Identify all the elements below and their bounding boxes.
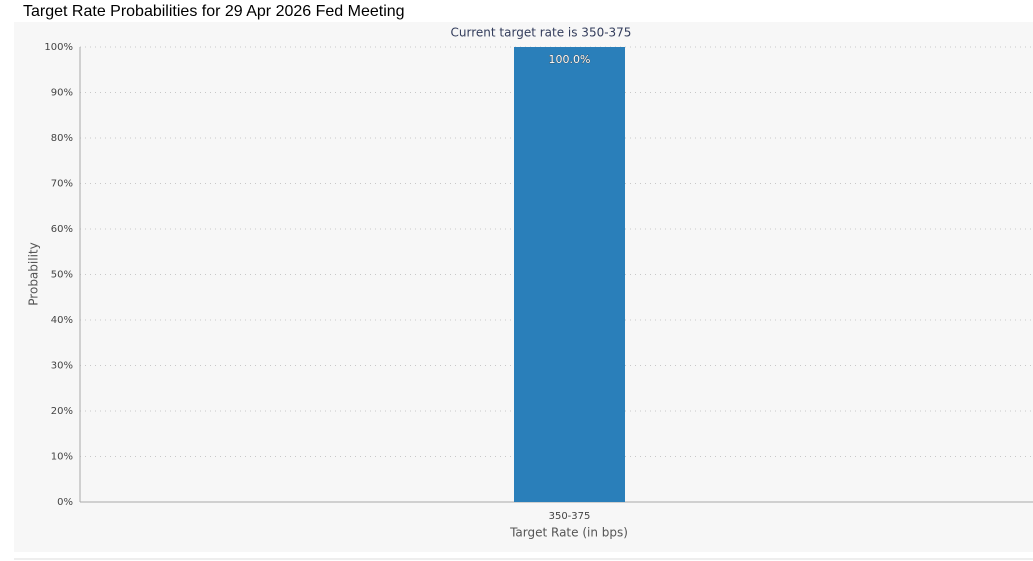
y-tick-label: 30% (51, 361, 73, 372)
y-tick-label: 20% (51, 406, 73, 417)
y-tick-label: 40% (51, 315, 73, 326)
y-tick-label: 70% (51, 179, 73, 190)
x-tick-label: 350-375 (549, 511, 591, 522)
x-axis-title: Target Rate (in bps) (509, 526, 628, 540)
y-tick-label: 80% (51, 133, 73, 144)
y-tick-label: 50% (51, 270, 73, 281)
data-label: 100.0% (549, 53, 591, 66)
bar (514, 47, 625, 502)
y-tick-label: 0% (57, 497, 73, 508)
chart-title: Target Rate Probabilities for 29 Apr 202… (23, 3, 405, 20)
y-tick-label: 100% (44, 42, 73, 53)
y-tick-label: 90% (51, 88, 73, 99)
y-tick-label: 60% (51, 224, 73, 235)
chart-subtitle: Current target rate is 350-375 (451, 26, 632, 40)
y-axis-title: Probability (27, 242, 41, 305)
y-tick-label: 10% (51, 452, 73, 463)
